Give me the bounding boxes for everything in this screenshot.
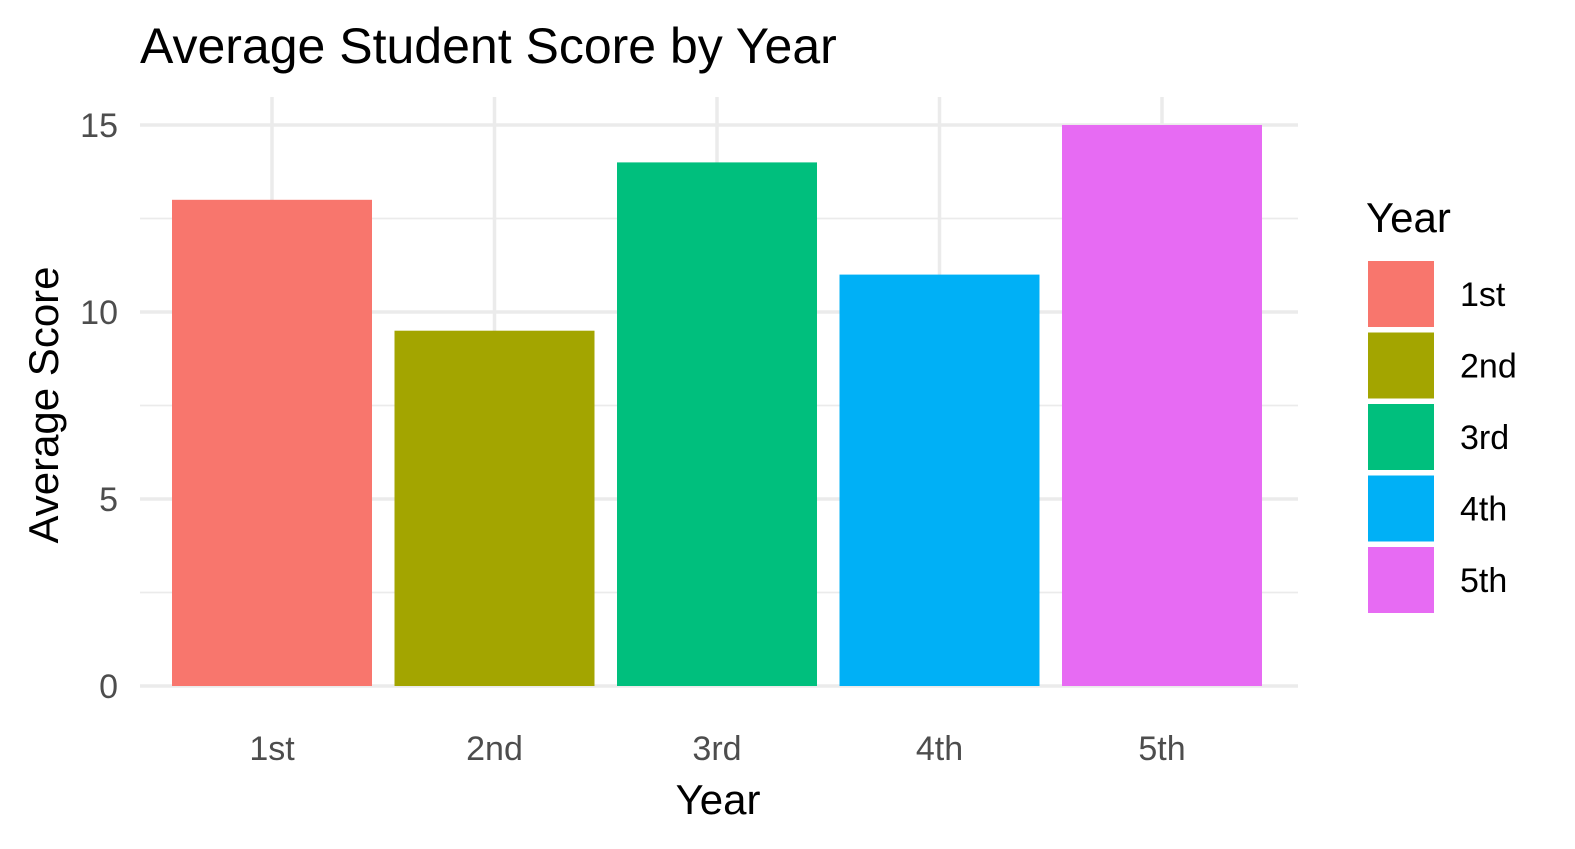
x-axis-ticks: 1st 2nd 3rd 4th 5th [249,730,1185,768]
bar-4th [839,274,1040,686]
x-tick-label: 5th [1138,730,1185,768]
y-tick-label: 15 [80,107,118,145]
legend-key-4th [1368,475,1434,542]
bars-group [172,125,1262,687]
legend-label: 4th [1460,491,1507,529]
legend-label: 2nd [1460,348,1517,386]
bar-1st [172,199,372,687]
y-tick-label: 10 [80,294,118,332]
x-tick-label: 1st [249,730,295,768]
chart-title: Average Student Score by Year [140,18,837,74]
y-tick-label: 0 [99,668,118,706]
x-axis-title: Year [676,776,761,823]
x-tick-label: 3rd [692,730,741,768]
legend-key-3rd [1368,404,1434,470]
y-axis-ticks: 0 5 10 15 [80,107,118,706]
bar-3rd [617,162,817,686]
legend: Year 1st 2nd 3rd 4th 5th [1366,194,1517,613]
x-tick-label: 4th [916,730,963,768]
legend-label: 5th [1460,562,1507,600]
y-tick-label: 5 [99,481,118,519]
legend-label: 1st [1460,276,1506,314]
y-axis-title: Average Score [20,266,67,543]
legend-key-2nd [1368,332,1434,399]
bar-2nd [394,330,595,686]
legend-label: 3rd [1460,419,1509,457]
bar-5th [1062,125,1262,686]
legend-key-5th [1368,547,1434,613]
legend-key-1st [1368,261,1434,327]
legend-title: Year [1366,194,1451,241]
x-tick-label: 2nd [466,730,523,768]
